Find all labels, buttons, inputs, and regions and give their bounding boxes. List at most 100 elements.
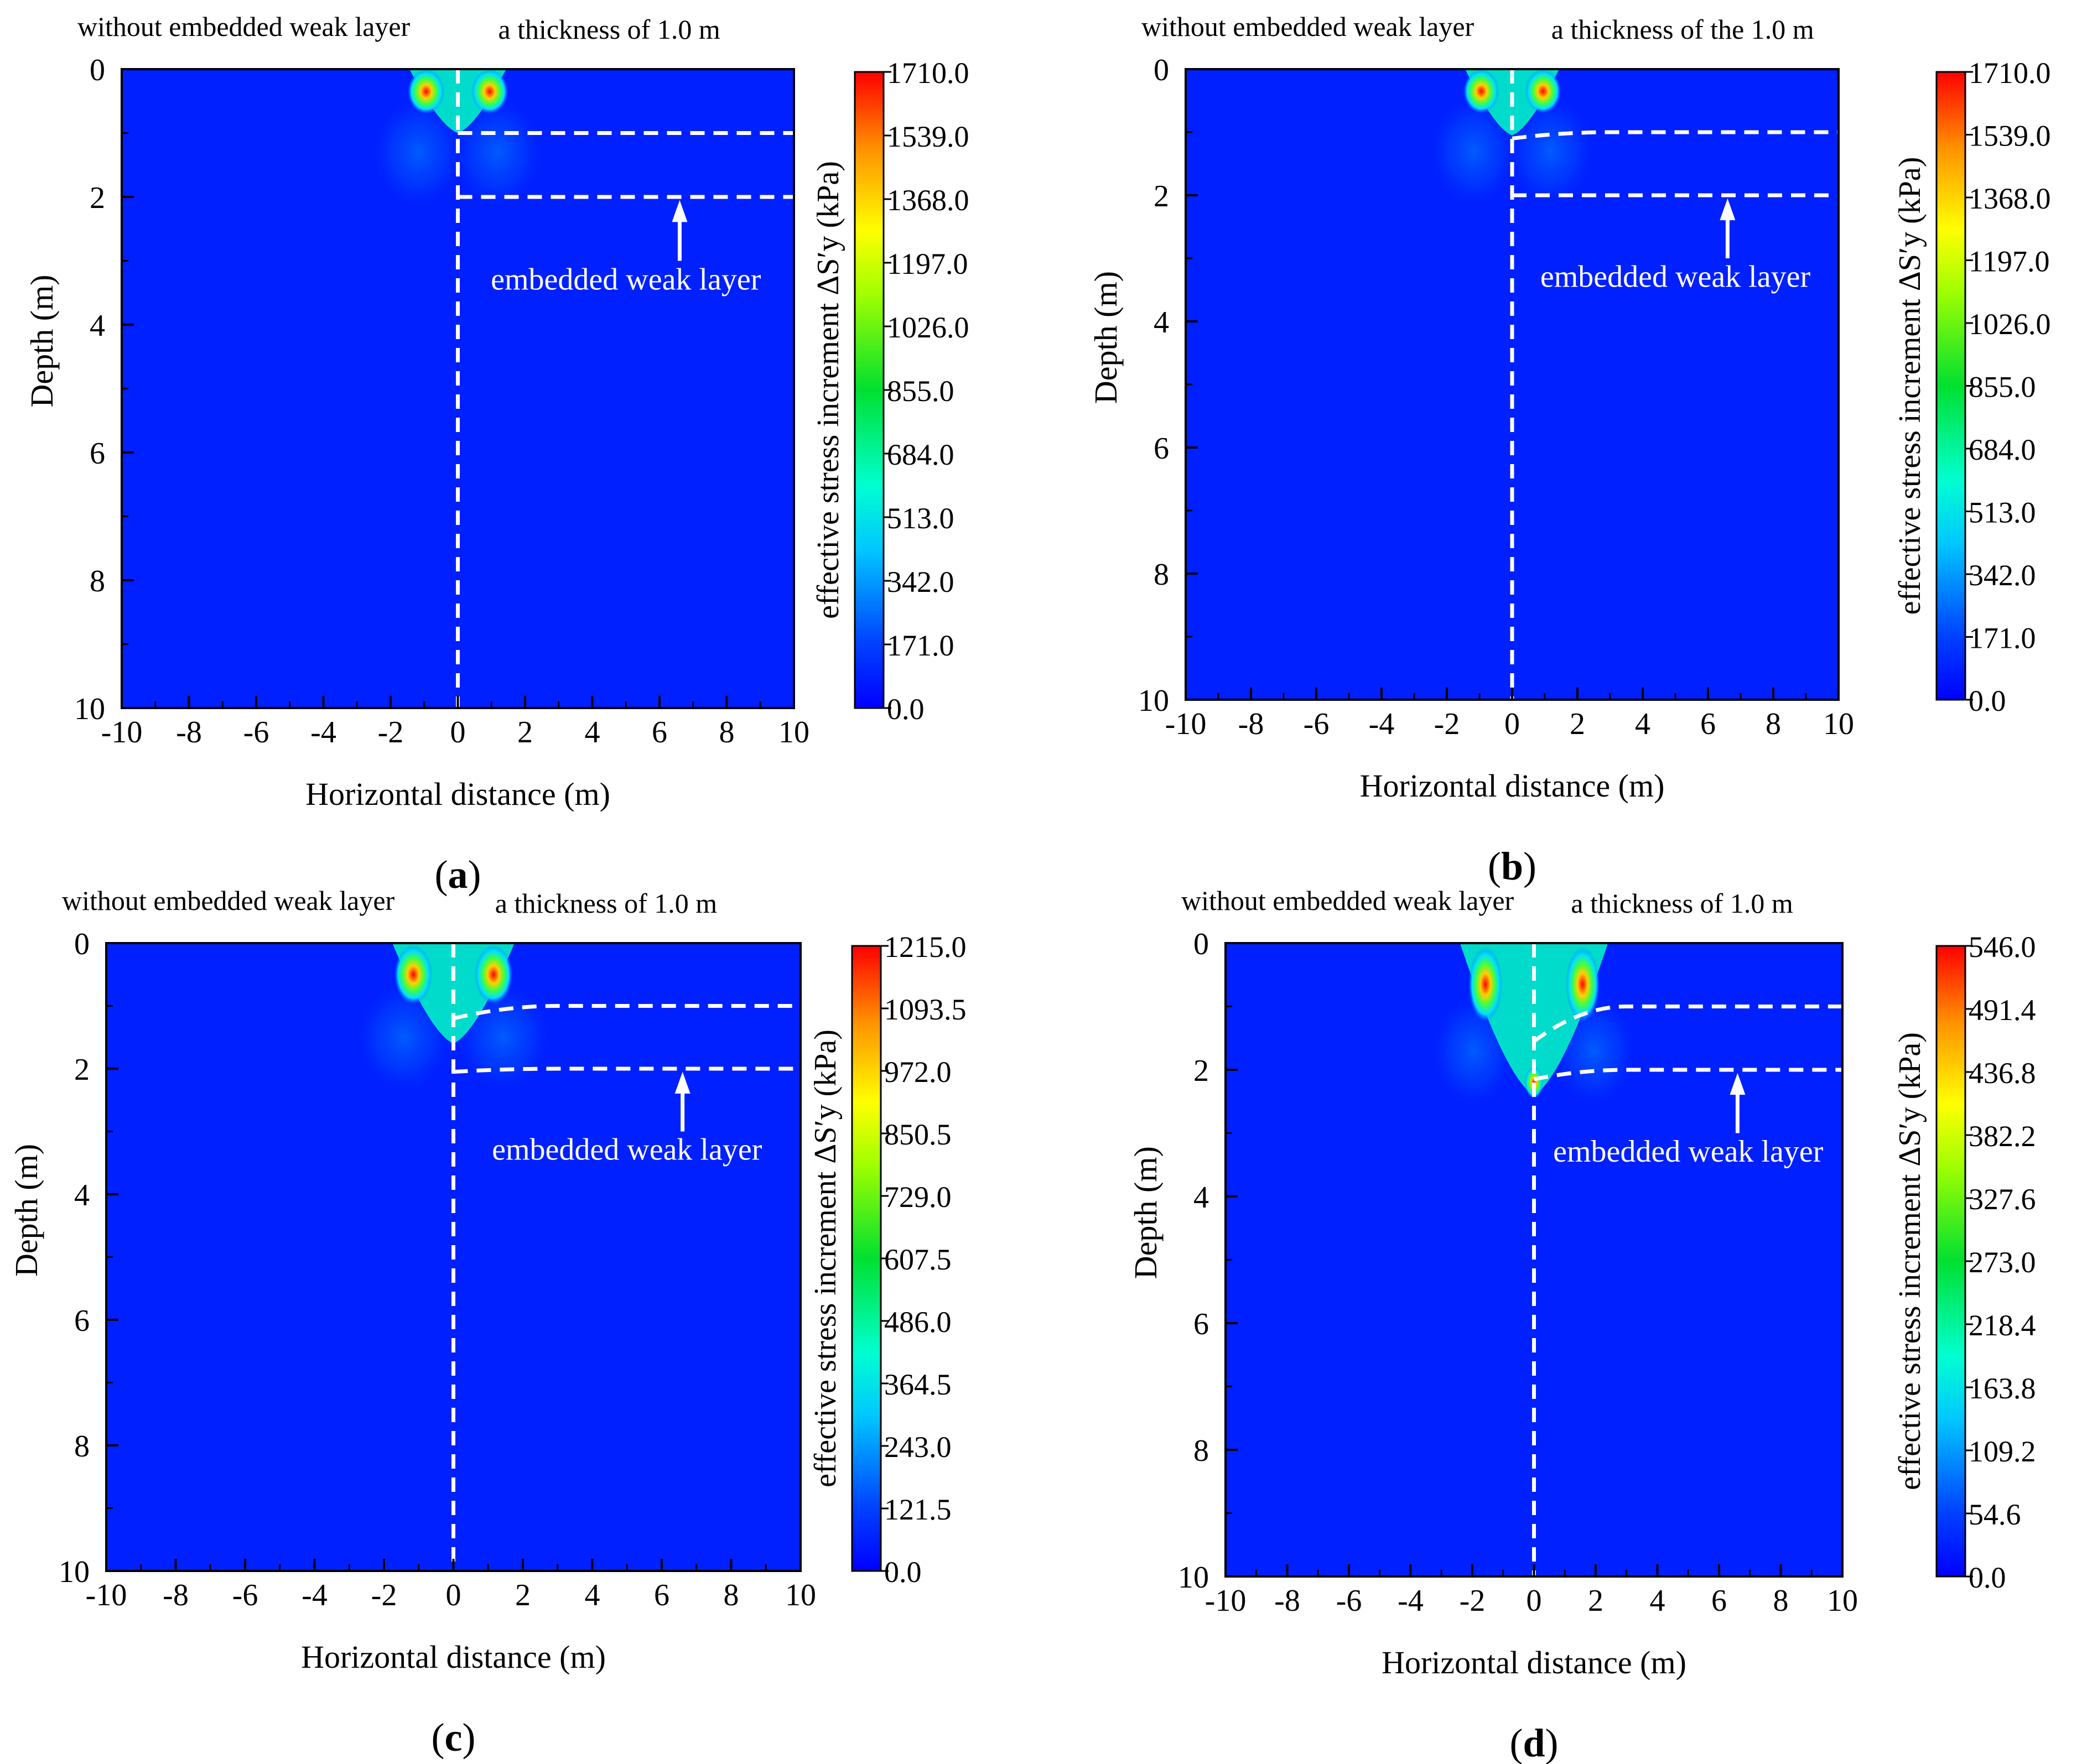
annotation-arrowhead — [672, 200, 688, 222]
stress-hotspot-right — [474, 945, 513, 1005]
colorbar-tick-label: 1539.0 — [887, 120, 969, 153]
y-tick-label: 4 — [1193, 1180, 1209, 1215]
panel-label: (c) — [432, 1715, 476, 1760]
colorbar-tick-label: 327.6 — [1969, 1183, 2036, 1216]
chart-svg: embedded weak layer-10 -8 -6 -4 -2 0 2 4 6 8 10024… — [8, 885, 967, 1760]
y-tick-label: 8 — [1154, 558, 1169, 592]
x-tick-label: -10 — [1205, 1584, 1247, 1618]
y-tick-label: 2 — [90, 181, 105, 215]
x-tick-label: -8 — [176, 715, 202, 750]
colorbar-tick-label: 0.0 — [887, 693, 925, 726]
colorbar-tick-label: 109.2 — [1969, 1435, 2036, 1468]
x-tick-label: 8 — [724, 1578, 739, 1612]
weak-layer-upper-boundary — [453, 1004, 801, 1021]
chart-panel-a: embedded weak layer -10 -8 -6 -4 -2 0 2 4 6 8 10 0 2 4… — [0, 0, 1017, 897]
x-tick-label: -4 — [1398, 1584, 1424, 1618]
colorbar — [1935, 945, 1966, 1578]
colorbar-tick-label: 163.8 — [1969, 1372, 2036, 1405]
panel-label: (b) — [1488, 844, 1536, 888]
colorbar-tick-label: 684.0 — [887, 438, 954, 471]
colorbar-tick-label: 1710.0 — [1969, 56, 2051, 90]
x-tick-label: 10 — [785, 1578, 816, 1612]
colorbar-tick-label: 1710.0 — [887, 56, 969, 90]
stress-hotspot-right — [1525, 69, 1561, 113]
colorbar-tick-label: 0.0 — [1969, 684, 2006, 717]
weak-layer-upper-boundary — [1533, 1005, 1842, 1043]
stress-hotspot-left — [407, 69, 445, 114]
y-tick-label: 10 — [1178, 1560, 1209, 1595]
stress-hotspot-right — [1565, 946, 1600, 1022]
annotation-text: embedded weak layer — [492, 1133, 762, 1167]
stress-lobe-right — [1504, 94, 1596, 208]
x-tick-label: -2 — [1460, 1584, 1486, 1618]
stress-hotspot-left — [394, 945, 433, 1005]
x-tick-label: -6 — [243, 715, 269, 750]
colorbar-tick-label: 513.0 — [887, 502, 954, 535]
y-tick-label: 4 — [1154, 305, 1169, 340]
x-tick-label: 6 — [652, 715, 667, 750]
y-axis-title: Depth (m) — [8, 1144, 44, 1277]
colorbar-tick-label: 243.0 — [884, 1430, 952, 1464]
colorbar-tick-label: 1539.0 — [1969, 119, 2051, 153]
y-tick-label: 4 — [74, 1178, 90, 1213]
colorbar-tick-label: 855.0 — [887, 374, 954, 408]
chart-svg: embedded weak layer-10 -8 -6 -4 -2 0 2 4 6 8 10024… — [24, 11, 969, 897]
x-tick-label: 6 — [1700, 707, 1716, 741]
stress-lobe-left — [1428, 94, 1520, 208]
weak-layer-lower-boundary — [453, 1066, 801, 1074]
annotation-arrowhead — [1730, 1073, 1746, 1095]
weak-layer-upper-boundary — [1512, 130, 1839, 141]
colorbar-tick-label: 342.0 — [887, 565, 954, 599]
x-tick-label: 4 — [585, 715, 600, 750]
stress-lobe-right — [450, 95, 544, 210]
annotation-arrowhead — [674, 1071, 690, 1094]
x-axis-title: Horizontal distance (m) — [301, 1639, 606, 1675]
top-label-left: without embedded weak layer — [62, 885, 395, 916]
y-tick-label: 0 — [90, 53, 105, 87]
colorbar-tick-label: 1197.0 — [1969, 245, 2050, 278]
chart-panel-d: embedded weak layer -10 -8 -6 -4 -2 0 2 4 6 8 10 0 2 4… — [1065, 874, 2082, 1764]
colorbar-tick-label: 850.5 — [884, 1118, 952, 1151]
x-tick-label: 10 — [1827, 1584, 1858, 1618]
x-tick-label: -10 — [86, 1578, 127, 1612]
x-tick-label: -6 — [1336, 1584, 1362, 1618]
colorbar-tick-label: 436.8 — [1969, 1057, 2036, 1090]
x-tick-label: 8 — [1766, 707, 1781, 741]
colorbar-tick-label: 0.0 — [884, 1555, 922, 1589]
y-tick-label: 2 — [1154, 179, 1169, 214]
x-tick-label: -2 — [378, 715, 404, 750]
colorbar-tick-label: 1026.0 — [1969, 308, 2051, 341]
y-tick-label: 10 — [1138, 684, 1169, 718]
colorbar-tick-label: 1368.0 — [887, 184, 969, 217]
y-axis-title: Depth (m) — [1128, 1146, 1164, 1279]
x-axis-title: Horizontal distance (m) — [305, 776, 610, 812]
x-tick-label: -6 — [232, 1578, 258, 1612]
annotation-text: embedded weak layer — [1540, 259, 1811, 294]
chart-panel-b: embedded weak layer -10 -8 -6 -4 -2 0 2 4 6 8 10 0 2 4… — [1065, 0, 2082, 888]
y-tick-label: 10 — [74, 692, 105, 726]
colorbar-title: effective stress increment ΔS′y (kPa) — [1893, 1032, 1927, 1490]
y-tick-label: 2 — [1193, 1054, 1209, 1088]
x-tick-label: 0 — [1504, 707, 1520, 741]
x-tick-label: 8 — [1773, 1584, 1789, 1618]
y-tick-label: 4 — [90, 309, 105, 343]
colorbar-tick-label: 1368.0 — [1969, 182, 2051, 215]
x-tick-label: -4 — [302, 1578, 328, 1612]
y-tick-label: 8 — [74, 1429, 90, 1464]
y-tick-label: 6 — [1193, 1307, 1209, 1341]
x-tick-label: -2 — [371, 1578, 397, 1612]
top-label-right: a thickness of 1.0 m — [495, 888, 717, 919]
colorbar-tick-label: 273.0 — [1969, 1246, 2036, 1279]
x-axis-title: Horizontal distance (m) — [1382, 1645, 1686, 1680]
x-tick-label: -10 — [101, 715, 143, 750]
stress-hotspot-right — [471, 69, 508, 114]
x-tick-label: -4 — [1369, 707, 1395, 741]
x-tick-label: 10 — [1823, 707, 1854, 741]
colorbar-title: effective stress increment ΔS′y (kPa) — [808, 1029, 843, 1487]
colorbar-title: effective stress increment ΔS′y (kPa) — [811, 161, 845, 619]
x-tick-label: 4 — [1635, 707, 1650, 741]
colorbar — [851, 945, 882, 1572]
colorbar-tick-label: 1026.0 — [887, 311, 969, 344]
x-tick-label: -8 — [163, 1578, 189, 1612]
colorbar-tick-label: 729.0 — [884, 1180, 952, 1214]
